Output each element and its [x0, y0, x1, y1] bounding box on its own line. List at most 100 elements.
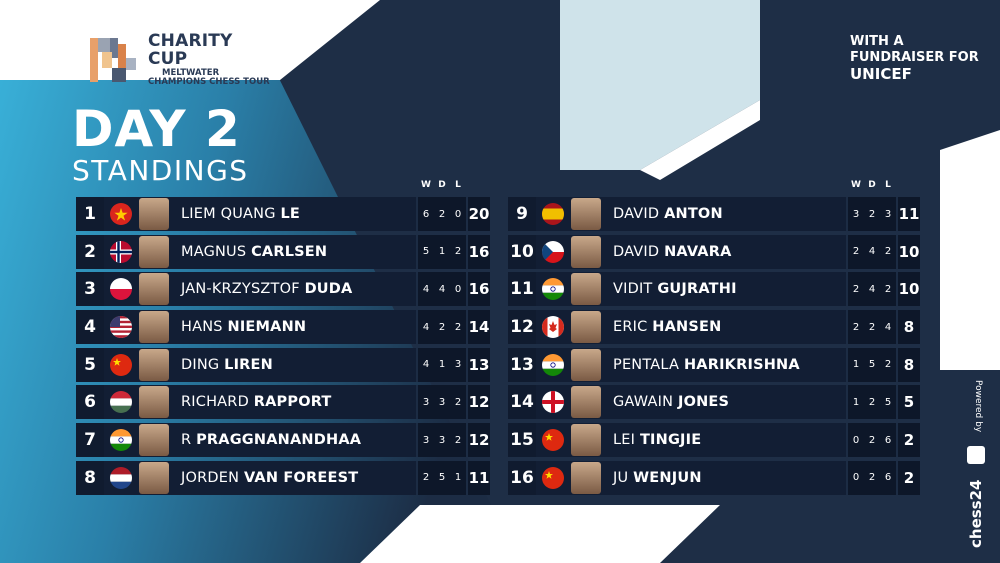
player-name: RICHARD RAPPORT: [181, 394, 332, 410]
chess24-logo-icon: [967, 446, 985, 464]
rank: 3: [76, 272, 104, 307]
standings-row: 16 JU WENJUN 0 2 6 2: [508, 460, 920, 495]
wins: 2: [852, 321, 860, 333]
player-photo: [139, 348, 169, 381]
rank: 5: [76, 347, 104, 382]
usa-flag-icon: [110, 316, 132, 339]
points: 11: [896, 197, 920, 231]
draws: 4: [868, 283, 876, 295]
player-first-name: JU: [613, 469, 634, 486]
player-last-name: GUJRATHI: [657, 281, 737, 298]
points: 12: [466, 385, 490, 420]
player-name: LEI TINGJIE: [613, 432, 701, 448]
player-first-name: LIEM QUANG: [181, 206, 281, 222]
wins: 1: [852, 396, 860, 408]
player-cell: LEI TINGJIE: [536, 423, 846, 458]
player-first-name: GAWAIN: [613, 394, 678, 411]
wins: 0: [852, 434, 860, 446]
player-last-name: TINGJIE: [639, 432, 702, 449]
player-first-name: HANS: [181, 319, 228, 336]
draws: 2: [868, 321, 876, 333]
spain-flag-icon: [542, 203, 564, 225]
points: 10: [896, 272, 920, 307]
player-first-name: LEI: [613, 432, 640, 449]
canada-flag-icon: [542, 316, 564, 339]
player-first-name: PENTALA: [613, 356, 684, 373]
poland-flag-icon: [110, 278, 132, 301]
standings-row: 8 JORDEN VAN FOREEST 2 5 1 11: [76, 460, 490, 495]
l-header: L: [885, 180, 891, 190]
player-name: JU WENJUN: [613, 470, 702, 486]
event-subtitle-2: CHAMPIONS CHESS TOUR: [147, 76, 270, 87]
player-photo: [571, 273, 601, 306]
losses: 2: [454, 321, 462, 333]
player-name: GAWAIN JONES: [613, 394, 729, 410]
standings-row: 6 RICHARD RAPPORT 3 3 2 12: [76, 385, 490, 420]
draws: 2: [868, 208, 876, 220]
player-cell: JU WENJUN: [536, 460, 846, 495]
standings-right-column: 9 DAVID ANTON 3 2 3 11 10 DAVID NAVARA 2 4 2 10 11 VI…: [508, 197, 920, 499]
losses: 3: [454, 359, 462, 371]
draws: 2: [868, 472, 876, 484]
points: 13: [466, 347, 490, 382]
player-last-name: JONES: [677, 394, 730, 411]
rank: 7: [76, 423, 104, 458]
india-flag-icon: [542, 353, 564, 376]
player-cell: HANS NIEMANN: [104, 310, 416, 345]
powered-by-label: Powered by: [973, 380, 983, 433]
draws: 5: [868, 359, 876, 371]
d-header: D: [438, 180, 446, 190]
points: 5: [896, 385, 920, 420]
standings-row: 9 DAVID ANTON 3 2 3 11: [508, 197, 920, 231]
player-last-name: LIREN: [224, 356, 273, 373]
player-last-name: NIEMANN: [227, 319, 307, 336]
rank: 8: [76, 460, 104, 495]
player-photo: [139, 273, 169, 306]
fundraiser-line-3: UNICEF: [850, 65, 912, 84]
player-last-name: CARLSEN: [251, 243, 328, 260]
draws: 1: [438, 359, 446, 371]
points: 10: [896, 234, 920, 269]
player-first-name: MAGNUS: [181, 243, 252, 260]
fundraiser-line-1: WITH A: [850, 34, 904, 49]
standings-row: 12 ERIC HANSEN 2 2 4 8: [508, 310, 920, 345]
draws: 3: [438, 396, 446, 408]
draws: 5: [438, 472, 446, 484]
standings-row: 1 LIEM QUANG LE 6 2 0 20: [76, 197, 490, 231]
player-cell: JAN-KRZYSZTOF DUDA: [104, 272, 416, 307]
wins: 0: [852, 472, 860, 484]
player-photo: [139, 386, 169, 419]
player-photo: [571, 424, 601, 457]
losses: 2: [884, 246, 892, 258]
player-name: PENTALA HARIKRISHNA: [613, 357, 800, 373]
losses: 0: [454, 208, 462, 220]
chess24-label: chess24: [967, 479, 985, 548]
player-first-name: DAVID: [613, 243, 665, 260]
player-cell: R PRAGGNANANDHAA: [104, 423, 416, 458]
player-name: MAGNUS CARLSEN: [181, 244, 327, 260]
player-cell: JORDEN VAN FOREEST: [104, 460, 416, 495]
player-last-name: WENJUN: [633, 469, 702, 486]
event-subtitle-1: MELTWATER: [161, 67, 220, 78]
wins: 6: [422, 208, 430, 220]
points: 8: [896, 310, 920, 345]
points: 12: [466, 423, 490, 458]
india-flag-icon: [110, 429, 132, 452]
standings-title: STANDINGS: [72, 154, 249, 187]
standings-row: 15 LEI TINGJIE 0 2 6 2: [508, 423, 920, 458]
player-cell: DAVID ANTON: [536, 197, 846, 231]
player-last-name: ANTON: [664, 206, 723, 222]
player-photo: [571, 235, 601, 268]
losses: 5: [884, 396, 892, 408]
player-cell: VIDIT GUJRATHI: [536, 272, 846, 307]
player-photo: [139, 235, 169, 268]
draws: 1: [438, 246, 446, 258]
rank: 15: [508, 423, 536, 458]
rank: 16: [508, 460, 536, 495]
